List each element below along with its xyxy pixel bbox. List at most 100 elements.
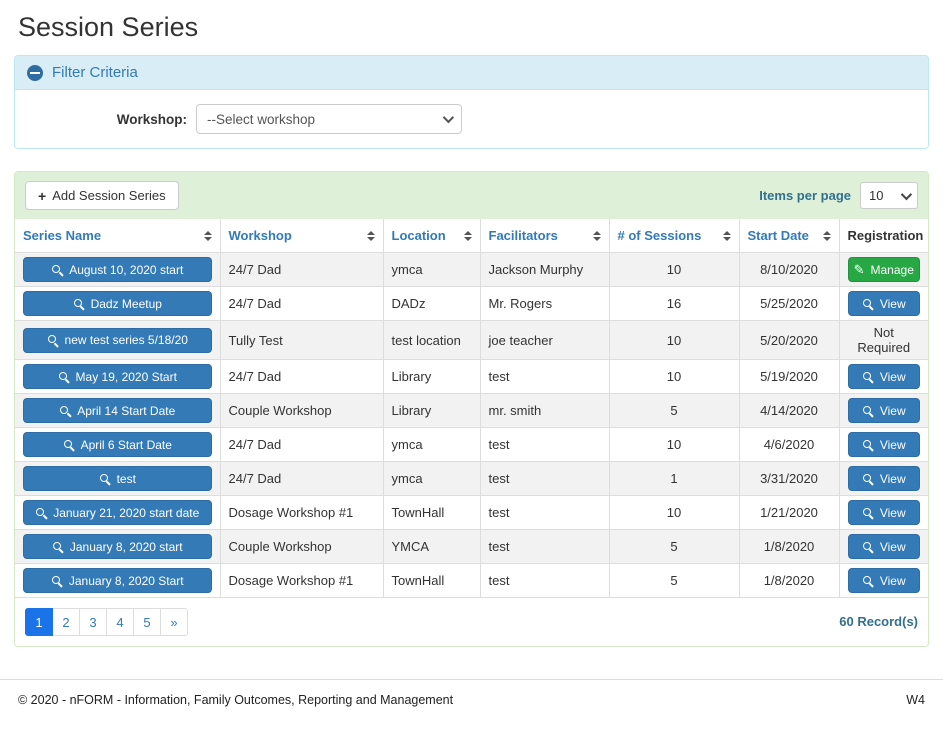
cell-location: Library [383,359,481,394]
plus-icon: + [38,187,47,204]
sort-icon [203,230,212,241]
cell-workshop: 24/7 Dad [220,286,384,321]
search-icon [63,439,75,451]
search-icon [99,473,111,485]
search-icon [51,575,63,587]
cell-location: DADz [383,286,481,321]
chevron-down-icon [900,188,913,200]
sort-icon [722,230,731,241]
table-row: May 19, 2020 Start 24/7 Dad Library test… [15,359,928,394]
series-name-button[interactable]: Dadz Meetup [23,291,212,316]
cell-facilitators: test [480,529,610,564]
series-name-button[interactable]: August 10, 2020 start [23,257,212,282]
search-icon [862,405,874,417]
add-session-series-label: Add Session Series [52,188,166,203]
search-icon [862,439,874,451]
series-name-button[interactable]: January 8, 2020 Start [23,568,212,593]
series-name-button[interactable]: January 8, 2020 start [23,534,212,559]
page-button-2[interactable]: 2 [52,608,80,636]
table-row: new test series 5/18/20 Tully Test test … [15,320,928,360]
view-registration-button[interactable]: View [847,466,920,491]
search-icon [862,473,874,485]
search-icon [862,575,874,587]
cell-facilitators: Jackson Murphy [480,252,610,287]
series-name-button[interactable]: May 19, 2020 Start [23,364,212,389]
search-icon [58,371,70,383]
session-series-table: Series Name Workshop Location Facilitato… [15,219,928,598]
series-name-button[interactable]: test [23,466,212,491]
pagination-row: 1 2 3 4 5 » 60 Record(s) [15,598,928,646]
cell-start-date: 4/6/2020 [739,427,840,462]
table-row: January 21, 2020 start date Dosage Works… [15,495,928,530]
search-icon [52,541,64,553]
cell-workshop: 24/7 Dad [220,359,384,394]
column-header-start-date[interactable]: Start Date [739,219,840,253]
filter-criteria-title: Filter Criteria [52,64,138,81]
cell-start-date: 1/8/2020 [739,563,840,598]
cell-location: ymca [383,427,481,462]
footer-version: W4 [906,693,925,707]
cell-sessions: 16 [609,286,740,321]
cell-location: ymca [383,252,481,287]
view-registration-button[interactable]: View [847,534,920,559]
series-name-button[interactable]: April 6 Start Date [23,432,212,457]
page-title: Session Series [18,12,199,42]
manage-registration-button[interactable]: ✎ Manage [847,257,920,282]
search-icon [35,507,47,519]
view-registration-button[interactable]: View [847,398,920,423]
search-icon [51,264,63,276]
column-header-series-name[interactable]: Series Name [15,219,221,253]
cell-sessions: 10 [609,252,740,287]
column-header-workshop[interactable]: Workshop [220,219,384,253]
chevron-down-icon [442,111,455,124]
view-registration-button[interactable]: View [847,432,920,457]
cell-workshop: 24/7 Dad [220,252,384,287]
series-name-button[interactable]: April 14 Start Date [23,398,212,423]
cell-facilitators: test [480,495,610,530]
page-button-5[interactable]: 5 [133,608,161,636]
series-name-button[interactable]: new test series 5/18/20 [23,327,212,353]
column-header-sessions[interactable]: # of Sessions [609,219,740,253]
cell-location: TownHall [383,563,481,598]
workshop-select-value: --Select workshop [207,111,316,127]
session-series-panel: + Add Session Series Items per page 10 S… [14,171,929,647]
view-registration-button[interactable]: View [847,291,920,316]
column-header-registration: Registration [839,219,928,253]
cell-sessions: 5 [609,563,740,598]
cell-location: Library [383,393,481,428]
filter-criteria-panel: Filter Criteria Workshop: --Select works… [14,55,929,149]
cell-start-date: 8/10/2020 [739,252,840,287]
add-session-series-button[interactable]: + Add Session Series [25,181,179,210]
workshop-select[interactable]: --Select workshop [196,104,462,134]
series-name-button[interactable]: January 21, 2020 start date [23,500,212,525]
cell-facilitators: joe teacher [480,320,610,360]
next-page-button[interactable]: » [160,608,188,636]
workshop-label: Workshop: [116,111,187,127]
cell-workshop: Dosage Workshop #1 [220,563,384,598]
view-registration-button[interactable]: View [847,500,920,525]
cell-sessions: 5 [609,529,740,564]
page-button-3[interactable]: 3 [79,608,107,636]
column-header-facilitators[interactable]: Facilitators [480,219,610,253]
table-row: April 14 Start Date Couple Workshop Libr… [15,393,928,428]
cell-sessions: 5 [609,393,740,428]
search-icon [862,507,874,519]
cell-location: test location [383,320,481,360]
registration-status-text: Not Required [839,320,928,360]
minus-circle-icon [27,64,43,81]
page-button-4[interactable]: 4 [106,608,134,636]
filter-criteria-toggle[interactable]: Filter Criteria [15,56,928,89]
view-registration-button[interactable]: View [847,364,920,389]
items-per-page-select[interactable]: 10 [860,182,918,209]
table-toolbar: + Add Session Series Items per page 10 [15,172,928,219]
cell-location: ymca [383,461,481,496]
page-button-1[interactable]: 1 [25,608,53,636]
view-registration-button[interactable]: View [847,568,920,593]
column-header-location[interactable]: Location [383,219,481,253]
cell-facilitators: test [480,563,610,598]
cell-location: YMCA [383,529,481,564]
table-row: test 24/7 Dad ymca test 1 3/31/2020 View [15,461,928,496]
table-header-row: Series Name Workshop Location Facilitato… [15,219,928,253]
cell-sessions: 10 [609,320,740,360]
pagination: 1 2 3 4 5 » [25,608,188,636]
